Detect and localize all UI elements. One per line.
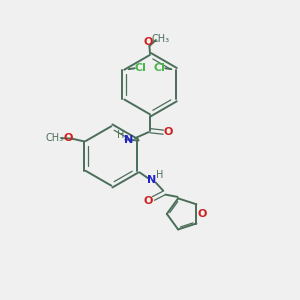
Text: H: H xyxy=(156,170,163,180)
Text: O: O xyxy=(197,209,206,219)
Text: O: O xyxy=(144,196,153,206)
Text: Cl: Cl xyxy=(135,63,146,73)
Text: O: O xyxy=(163,127,172,137)
Text: O: O xyxy=(63,133,73,143)
Text: N: N xyxy=(124,135,133,145)
Text: CH₃: CH₃ xyxy=(45,133,64,143)
Text: N: N xyxy=(147,175,157,185)
Text: H: H xyxy=(118,130,125,140)
Text: CH₃: CH₃ xyxy=(151,34,169,44)
Text: Cl: Cl xyxy=(154,63,165,73)
Text: O: O xyxy=(144,37,153,46)
